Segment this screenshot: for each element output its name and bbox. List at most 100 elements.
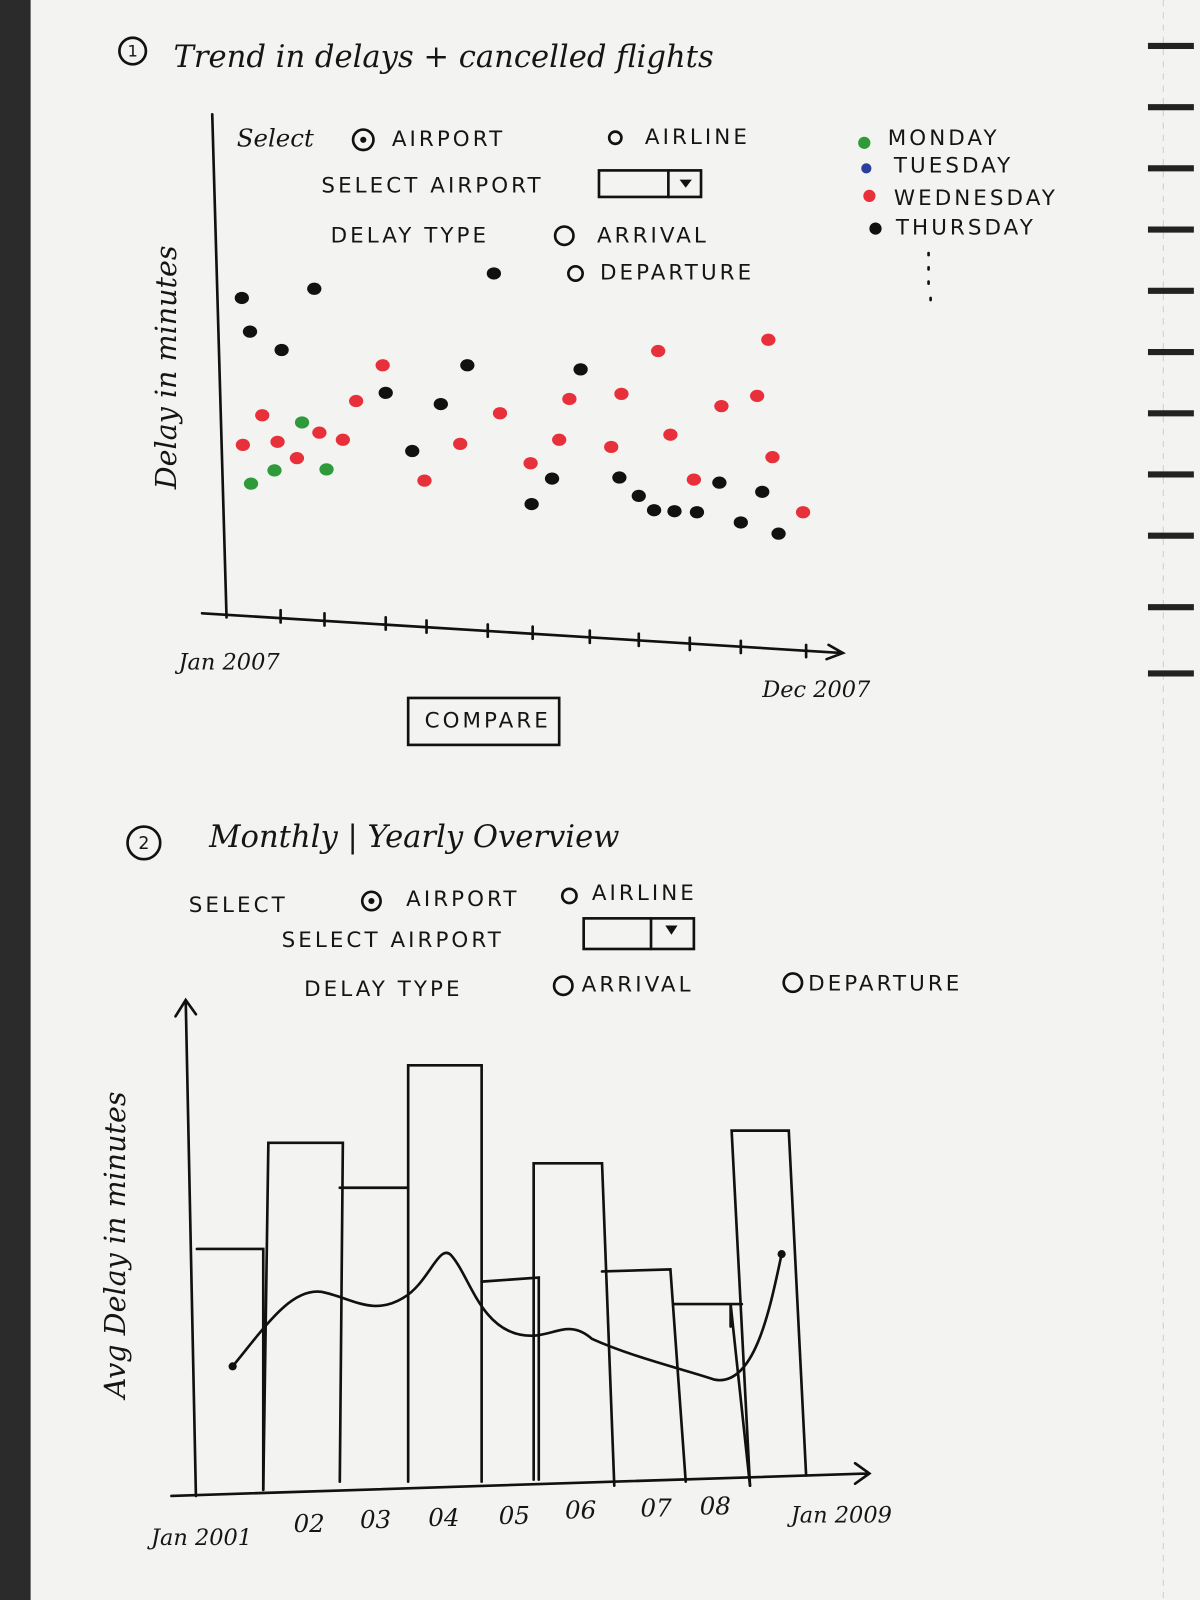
dropdown-box[interactable]: [582, 917, 696, 951]
x-tick-label: 08: [700, 1492, 731, 1521]
point: [378, 386, 393, 399]
bar: [406, 1063, 483, 1483]
point: [689, 506, 705, 519]
legend: MONDAY TUESDAY WEDNESDAY THURSDAY: [858, 126, 1058, 302]
point: [486, 267, 502, 280]
select-label: Select: [237, 123, 314, 152]
legend-swatch: [863, 189, 876, 203]
radio-airline[interactable]: AIRLINE: [560, 881, 697, 906]
radio-airport[interactable]: AIRPORT: [360, 887, 519, 912]
point: [524, 497, 539, 511]
legend-label: THURSDAY: [895, 216, 1036, 241]
point: [433, 397, 448, 411]
point: [612, 471, 627, 484]
radio-circle[interactable]: [552, 975, 574, 997]
line-endpoint: [228, 1362, 237, 1371]
delay-type-label: DELAY TYPE: [304, 977, 463, 1002]
button-label[interactable]: COMPARE: [425, 708, 551, 733]
legend-label: WEDNESDAY: [894, 186, 1058, 211]
point: [562, 392, 577, 406]
x-axis-end-label: Dec 2007: [761, 677, 871, 703]
airport-dropdown[interactable]: [582, 917, 696, 951]
trend-line-sketch: [231, 1251, 783, 1382]
radio-label[interactable]: AIRLINE: [645, 125, 750, 150]
radio-label[interactable]: AIRPORT: [406, 887, 519, 912]
point: [795, 506, 811, 519]
y-axis: [174, 997, 198, 1498]
section-title: Monthly | Yearly Overview: [208, 820, 619, 855]
radio-selected-dot[interactable]: [360, 136, 367, 143]
legend-label: TUESDAY: [893, 153, 1013, 178]
dropdown-box[interactable]: [597, 169, 703, 199]
dropdown-arrow[interactable]: [665, 925, 678, 935]
point: [573, 363, 588, 376]
x-axis: [170, 1461, 872, 1498]
scatter-sketch: [234, 267, 811, 540]
radio-airline[interactable]: AIRLINE: [607, 125, 750, 150]
x-axis-labels: Jan 2001 02 03 04 05 06 07 08 Jan 2009: [147, 1492, 892, 1551]
x-tick-label: 02: [294, 1509, 325, 1538]
radio-label[interactable]: DEPARTURE: [808, 972, 962, 997]
radio-label[interactable]: AIRPORT: [392, 127, 505, 152]
bar: [600, 1268, 688, 1483]
radio-label[interactable]: ARRIVAL: [597, 224, 709, 249]
airport-dropdown[interactable]: [597, 169, 703, 199]
point: [604, 440, 619, 454]
radio-circle[interactable]: [560, 887, 578, 905]
spiral-rings: [1147, 42, 1194, 677]
section-number-circle: [118, 36, 148, 66]
x-axis-ticks: [279, 608, 808, 659]
point: [492, 407, 508, 420]
dropdown-arrow[interactable]: [679, 179, 692, 188]
point: [552, 433, 567, 446]
x-tick-label: Jan 2001: [147, 1525, 252, 1551]
radio-circle[interactable]: [607, 130, 623, 146]
radio-circle[interactable]: [782, 972, 804, 994]
bar-sketch: [195, 1063, 808, 1492]
select-airport-label: SELECT AIRPORT: [321, 174, 543, 199]
radio-circle[interactable]: [567, 265, 584, 282]
point: [663, 428, 678, 441]
radio-airport[interactable]: AIRPORT: [351, 127, 505, 152]
spiral: [1147, 42, 1194, 677]
radio-label[interactable]: DEPARTURE: [600, 260, 754, 285]
radio-departure[interactable]: DEPARTURE: [567, 260, 754, 285]
bar: [730, 1129, 808, 1488]
point: [255, 409, 270, 422]
radio-departure[interactable]: DEPARTURE: [782, 972, 963, 997]
radio-circle[interactable]: [360, 890, 382, 912]
point: [761, 333, 776, 346]
radio-selected-dot[interactable]: [368, 897, 375, 905]
y-axis-label: Avg Delay in minutes: [98, 1091, 132, 1401]
radio-arrival[interactable]: ARRIVAL: [553, 224, 709, 249]
point: [646, 504, 662, 517]
section-number: 2: [138, 834, 149, 854]
point: [274, 343, 289, 357]
monday-points: [243, 416, 334, 490]
point: [267, 464, 282, 477]
section-title: Trend in delays + cancelled flights: [173, 40, 713, 75]
bar: [672, 1302, 752, 1488]
point: [319, 463, 334, 476]
point: [750, 389, 765, 403]
point: [235, 438, 250, 452]
radio-circle[interactable]: [553, 225, 575, 247]
point: [234, 291, 249, 305]
line-endpoint: [777, 1250, 786, 1259]
point: [307, 282, 322, 295]
radio-label[interactable]: AIRLINE: [592, 881, 697, 906]
delay-type-label: DELAY TYPE: [331, 224, 490, 249]
radio-arrival[interactable]: ARRIVAL: [552, 973, 694, 998]
radio-circle[interactable]: [351, 128, 375, 152]
point: [312, 426, 327, 439]
point: [733, 516, 748, 529]
paper: [30, 0, 1200, 1600]
point: [614, 387, 629, 400]
thursday-points: [234, 267, 786, 540]
point: [544, 472, 560, 485]
compare-button[interactable]: COMPARE: [406, 696, 561, 747]
x-tick-label: 07: [641, 1494, 673, 1523]
radio-label[interactable]: ARRIVAL: [582, 973, 694, 998]
wednesday-points: [235, 333, 811, 519]
button-border[interactable]: [406, 696, 561, 747]
